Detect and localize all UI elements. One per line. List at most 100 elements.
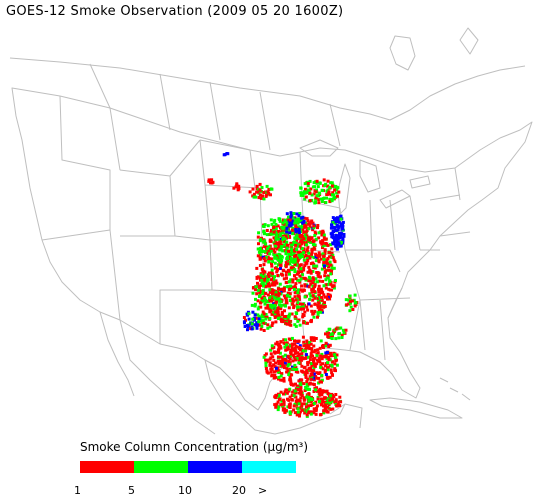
smoke-pixel bbox=[328, 260, 332, 264]
smoke-pixel bbox=[301, 194, 305, 197]
smoke-pixel bbox=[272, 249, 276, 253]
smoke-pixel bbox=[261, 275, 265, 278]
smoke-pixel bbox=[251, 310, 255, 314]
smoke-pixel bbox=[330, 199, 334, 203]
smoke-pixel bbox=[293, 247, 297, 251]
smoke-pixel bbox=[260, 278, 264, 282]
smoke-pixel bbox=[306, 384, 310, 388]
smoke-pixel bbox=[283, 407, 286, 411]
smoke-pixel bbox=[294, 286, 297, 290]
smoke-pixel bbox=[312, 311, 316, 315]
smoke-pixel bbox=[285, 212, 289, 216]
state-lines bbox=[41, 95, 471, 361]
smoke-pixel bbox=[308, 297, 312, 301]
smoke-pixel bbox=[295, 257, 299, 261]
smoke-pixel bbox=[294, 277, 298, 281]
smoke-pixel bbox=[308, 375, 312, 379]
smoke-pixel bbox=[264, 298, 268, 302]
smoke-pixel bbox=[312, 372, 316, 376]
smoke-pixel bbox=[277, 398, 281, 401]
smoke-pixel bbox=[269, 297, 273, 301]
smoke-pixel bbox=[319, 339, 323, 343]
smoke-pixel bbox=[353, 304, 357, 308]
smoke-pixel bbox=[277, 405, 281, 409]
smoke-pixel bbox=[319, 287, 323, 291]
smoke-pixel bbox=[247, 312, 251, 316]
smoke-pixel bbox=[264, 292, 268, 295]
smoke-pixel bbox=[334, 337, 338, 341]
smoke-pixel bbox=[281, 231, 285, 235]
smoke-pixel bbox=[336, 186, 340, 190]
smoke-pixel bbox=[315, 181, 319, 185]
smoke-pixel bbox=[336, 237, 340, 240]
smoke-pixel bbox=[329, 272, 333, 276]
smoke-pixel bbox=[272, 304, 276, 308]
smoke-pixel bbox=[265, 233, 269, 237]
smoke-pixel bbox=[256, 247, 260, 251]
smoke-pixel bbox=[290, 365, 294, 369]
smoke-pixel bbox=[290, 243, 294, 247]
smoke-pixel bbox=[314, 201, 318, 204]
smoke-pixel bbox=[289, 278, 293, 282]
smoke-pixel bbox=[277, 362, 281, 366]
smoke-pixel bbox=[312, 383, 316, 386]
smoke-pixel bbox=[274, 222, 278, 226]
smoke-pixel bbox=[304, 225, 308, 229]
smoke-pixel bbox=[322, 404, 325, 408]
smoke-pixel bbox=[279, 307, 283, 311]
smoke-pixel bbox=[258, 301, 262, 305]
smoke-pixel bbox=[287, 315, 291, 319]
smoke-pixel bbox=[284, 281, 288, 285]
smoke-pixel bbox=[277, 217, 281, 221]
smoke-pixel bbox=[317, 376, 321, 380]
smoke-pixel bbox=[316, 304, 320, 308]
smoke-pixel bbox=[301, 335, 305, 339]
smoke-pixel bbox=[334, 244, 338, 248]
smoke-pixel bbox=[273, 283, 277, 287]
legend-bin-10-20 bbox=[188, 461, 242, 473]
smoke-pixel bbox=[273, 403, 277, 407]
smoke-pixel bbox=[289, 323, 293, 327]
smoke-pixel bbox=[294, 395, 298, 399]
smoke-pixel bbox=[306, 219, 310, 223]
smoke-pixel bbox=[290, 260, 294, 263]
smoke-pixel bbox=[287, 280, 291, 284]
smoke-pixel bbox=[309, 304, 313, 308]
smoke-pixel bbox=[330, 337, 334, 340]
smoke-pixel bbox=[274, 256, 278, 260]
smoke-pixel bbox=[293, 221, 297, 225]
smoke-pixel bbox=[292, 355, 296, 359]
smoke-pixel bbox=[278, 248, 282, 252]
smoke-pixel bbox=[303, 310, 307, 314]
smoke-plume bbox=[207, 152, 359, 418]
smoke-pixel bbox=[310, 398, 314, 402]
smoke-pixel bbox=[326, 268, 330, 272]
smoke-pixel bbox=[344, 328, 348, 332]
smoke-pixel bbox=[322, 284, 326, 288]
smoke-pixel bbox=[299, 267, 303, 271]
smoke-pixel bbox=[307, 396, 311, 400]
smoke-pixel bbox=[298, 348, 302, 352]
smoke-pixel bbox=[333, 227, 337, 231]
smoke-pixel bbox=[284, 273, 288, 277]
smoke-pixel bbox=[270, 344, 274, 348]
smoke-pixel bbox=[294, 241, 298, 245]
smoke-pixel bbox=[286, 321, 290, 324]
smoke-pixel bbox=[313, 266, 317, 270]
smoke-pixel bbox=[295, 357, 299, 361]
smoke-pixel bbox=[325, 409, 329, 413]
smoke-pixel bbox=[312, 378, 316, 382]
smoke-pixel bbox=[299, 383, 303, 387]
smoke-pixel bbox=[345, 303, 349, 307]
smoke-pixel bbox=[275, 270, 279, 274]
smoke-pixel bbox=[326, 274, 330, 278]
smoke-pixel bbox=[302, 382, 306, 386]
smoke-pixel bbox=[302, 344, 306, 348]
smoke-pixel bbox=[291, 231, 295, 235]
smoke-pixel bbox=[263, 354, 267, 358]
smoke-pixel bbox=[288, 412, 292, 416]
smoke-pixel bbox=[275, 232, 279, 236]
smoke-pixel bbox=[275, 340, 279, 344]
smoke-pixel bbox=[274, 405, 278, 409]
smoke-pixel bbox=[272, 358, 276, 362]
